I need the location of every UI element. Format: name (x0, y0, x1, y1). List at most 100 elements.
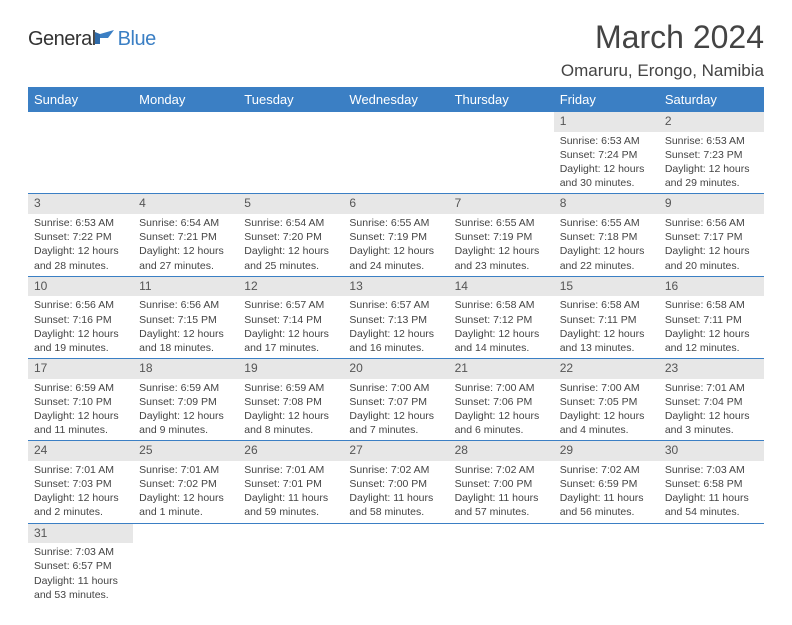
day-number: 27 (343, 441, 448, 461)
day-info-line: Sunset: 7:06 PM (455, 395, 548, 409)
calendar-day-cell: 26Sunrise: 7:01 AMSunset: 7:01 PMDayligh… (238, 441, 343, 523)
day-info-line: Sunrise: 6:54 AM (244, 216, 337, 230)
day-info-line: Sunset: 7:17 PM (665, 230, 758, 244)
location-subtitle: Omaruru, Erongo, Namibia (561, 61, 764, 81)
day-info-line: Sunrise: 6:59 AM (139, 381, 232, 395)
day-info-line: Sunset: 7:08 PM (244, 395, 337, 409)
day-info-line: Sunrise: 7:00 AM (560, 381, 653, 395)
day-info-line: Sunrise: 6:58 AM (455, 298, 548, 312)
day-info-line: Sunset: 7:09 PM (139, 395, 232, 409)
day-info-line: Daylight: 12 hours (560, 244, 653, 258)
day-number: 7 (449, 194, 554, 214)
day-info-line: and 59 minutes. (244, 505, 337, 519)
day-info: Sunrise: 7:03 AMSunset: 6:57 PMDaylight:… (28, 543, 133, 605)
day-number: 14 (449, 277, 554, 297)
day-info-line: and 30 minutes. (560, 176, 653, 190)
day-info: Sunrise: 7:01 AMSunset: 7:02 PMDaylight:… (133, 461, 238, 523)
day-info-line: and 16 minutes. (349, 341, 442, 355)
day-info-line: Sunrise: 6:58 AM (560, 298, 653, 312)
day-info-line: Sunset: 7:15 PM (139, 313, 232, 327)
calendar-day-cell (238, 112, 343, 194)
day-info-line: Daylight: 12 hours (139, 491, 232, 505)
calendar-day-cell: 16Sunrise: 6:58 AMSunset: 7:11 PMDayligh… (659, 276, 764, 358)
brand-part2: Blue (118, 28, 156, 51)
weekday-header-cell: Sunday (28, 87, 133, 112)
day-info-line: and 25 minutes. (244, 259, 337, 273)
day-info-line: Sunrise: 6:53 AM (665, 134, 758, 148)
calendar-day-cell (133, 523, 238, 605)
day-info: Sunrise: 7:00 AMSunset: 7:05 PMDaylight:… (554, 379, 659, 441)
calendar-day-cell: 2Sunrise: 6:53 AMSunset: 7:23 PMDaylight… (659, 112, 764, 194)
calendar-day-cell: 3Sunrise: 6:53 AMSunset: 7:22 PMDaylight… (28, 194, 133, 276)
day-info: Sunrise: 7:02 AMSunset: 7:00 PMDaylight:… (449, 461, 554, 523)
day-info-line: Sunrise: 6:57 AM (349, 298, 442, 312)
day-info-line: Sunrise: 6:55 AM (560, 216, 653, 230)
weekday-header-cell: Saturday (659, 87, 764, 112)
day-info: Sunrise: 6:54 AMSunset: 7:21 PMDaylight:… (133, 214, 238, 276)
day-info: Sunrise: 6:59 AMSunset: 7:08 PMDaylight:… (238, 379, 343, 441)
day-info-line: Sunset: 7:11 PM (665, 313, 758, 327)
day-info-line: Daylight: 12 hours (349, 244, 442, 258)
calendar-day-cell: 19Sunrise: 6:59 AMSunset: 7:08 PMDayligh… (238, 359, 343, 441)
calendar-day-cell: 7Sunrise: 6:55 AMSunset: 7:19 PMDaylight… (449, 194, 554, 276)
calendar-week-row: 1Sunrise: 6:53 AMSunset: 7:24 PMDaylight… (28, 112, 764, 194)
day-number: 24 (28, 441, 133, 461)
day-info-line: and 9 minutes. (139, 423, 232, 437)
day-info: Sunrise: 6:56 AMSunset: 7:17 PMDaylight:… (659, 214, 764, 276)
day-info-line: and 1 minute. (139, 505, 232, 519)
day-info-line: Sunset: 7:02 PM (139, 477, 232, 491)
day-info-line: Sunset: 7:07 PM (349, 395, 442, 409)
calendar-day-cell (238, 523, 343, 605)
day-number: 9 (659, 194, 764, 214)
day-info-line: Sunset: 7:12 PM (455, 313, 548, 327)
day-number: 8 (554, 194, 659, 214)
day-number: 3 (28, 194, 133, 214)
day-info: Sunrise: 6:55 AMSunset: 7:19 PMDaylight:… (343, 214, 448, 276)
calendar-day-cell: 13Sunrise: 6:57 AMSunset: 7:13 PMDayligh… (343, 276, 448, 358)
day-info: Sunrise: 6:53 AMSunset: 7:24 PMDaylight:… (554, 132, 659, 194)
day-number: 17 (28, 359, 133, 379)
day-info-line: Sunset: 7:03 PM (34, 477, 127, 491)
day-info-line: Sunrise: 7:02 AM (560, 463, 653, 477)
day-number: 28 (449, 441, 554, 461)
flag-icon (94, 28, 116, 51)
weekday-header-cell: Friday (554, 87, 659, 112)
day-info-line: Daylight: 12 hours (139, 327, 232, 341)
day-number: 2 (659, 112, 764, 132)
calendar-day-cell (343, 112, 448, 194)
day-info-line: Sunset: 7:24 PM (560, 148, 653, 162)
day-info: Sunrise: 7:01 AMSunset: 7:01 PMDaylight:… (238, 461, 343, 523)
calendar-day-cell: 27Sunrise: 7:02 AMSunset: 7:00 PMDayligh… (343, 441, 448, 523)
day-info-line: Daylight: 11 hours (455, 491, 548, 505)
calendar-day-cell: 24Sunrise: 7:01 AMSunset: 7:03 PMDayligh… (28, 441, 133, 523)
day-info-line: Sunrise: 6:59 AM (34, 381, 127, 395)
day-info-line: Daylight: 12 hours (34, 327, 127, 341)
day-info-line: and 17 minutes. (244, 341, 337, 355)
day-info-line: Daylight: 12 hours (34, 409, 127, 423)
day-number: 5 (238, 194, 343, 214)
weekday-header-cell: Tuesday (238, 87, 343, 112)
calendar-day-cell: 18Sunrise: 6:59 AMSunset: 7:09 PMDayligh… (133, 359, 238, 441)
day-info-line: Sunset: 7:00 PM (349, 477, 442, 491)
day-info-line: Daylight: 12 hours (560, 327, 653, 341)
day-info-line: Sunrise: 6:56 AM (665, 216, 758, 230)
day-info-line: Sunrise: 7:01 AM (139, 463, 232, 477)
day-number: 22 (554, 359, 659, 379)
calendar-day-cell: 31Sunrise: 7:03 AMSunset: 6:57 PMDayligh… (28, 523, 133, 605)
day-number: 4 (133, 194, 238, 214)
day-number: 11 (133, 277, 238, 297)
day-info: Sunrise: 6:57 AMSunset: 7:14 PMDaylight:… (238, 296, 343, 358)
day-info: Sunrise: 6:58 AMSunset: 7:12 PMDaylight:… (449, 296, 554, 358)
calendar-day-cell: 17Sunrise: 6:59 AMSunset: 7:10 PMDayligh… (28, 359, 133, 441)
day-number: 30 (659, 441, 764, 461)
day-info-line: Sunset: 7:11 PM (560, 313, 653, 327)
day-info-line: Daylight: 12 hours (139, 244, 232, 258)
day-info-line: Sunrise: 7:02 AM (455, 463, 548, 477)
day-number: 26 (238, 441, 343, 461)
day-info: Sunrise: 7:00 AMSunset: 7:06 PMDaylight:… (449, 379, 554, 441)
calendar-week-row: 10Sunrise: 6:56 AMSunset: 7:16 PMDayligh… (28, 276, 764, 358)
calendar-day-cell: 6Sunrise: 6:55 AMSunset: 7:19 PMDaylight… (343, 194, 448, 276)
day-info-line: Sunrise: 6:53 AM (560, 134, 653, 148)
calendar-day-cell: 22Sunrise: 7:00 AMSunset: 7:05 PMDayligh… (554, 359, 659, 441)
day-info-line: Sunset: 7:19 PM (349, 230, 442, 244)
